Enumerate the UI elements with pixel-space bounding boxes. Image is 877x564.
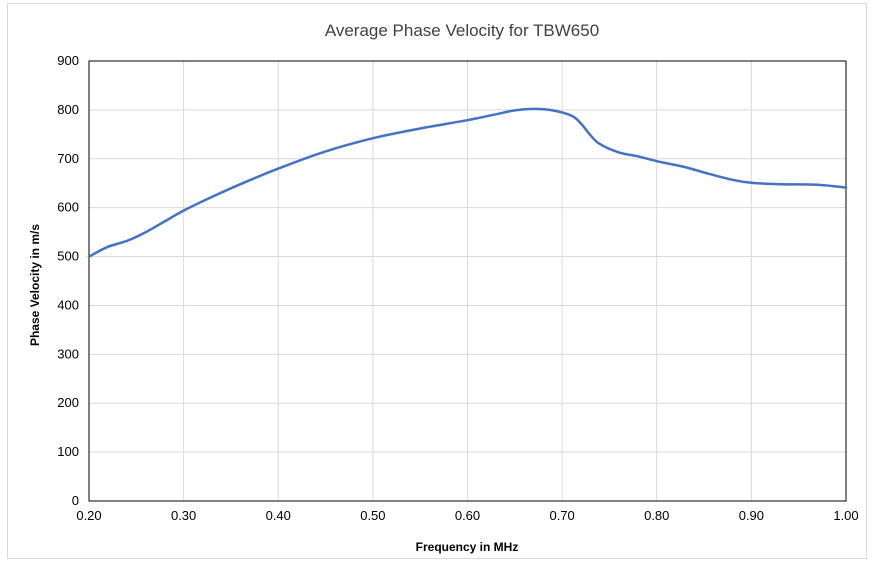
y-tick-label: 400 bbox=[57, 297, 79, 312]
y-tick-label: 800 bbox=[57, 102, 79, 117]
y-axis-label: Phase Velocity in m/s bbox=[28, 224, 42, 346]
y-tick-label: 500 bbox=[57, 249, 79, 264]
y-tick-label: 700 bbox=[57, 151, 79, 166]
x-axis-ticks: 0.20 0.30 0.40 0.50 0.60 0.70 0.80 0.90 1.00 bbox=[76, 508, 858, 523]
y-tick-label: 0 bbox=[72, 493, 79, 508]
x-axis-label: Frequency in MHz bbox=[416, 540, 519, 554]
x-tick-label: 0.70 bbox=[549, 508, 574, 523]
x-tick-label: 0.90 bbox=[739, 508, 764, 523]
chart-area bbox=[7, 3, 867, 559]
series-layer bbox=[87, 107, 848, 258]
series-line bbox=[87, 107, 848, 258]
y-tick-label: 200 bbox=[57, 395, 79, 410]
y-tick-label: 300 bbox=[57, 346, 79, 361]
x-tick-label: 0.80 bbox=[644, 508, 669, 523]
y-tick-label: 900 bbox=[57, 53, 79, 68]
x-tick-label: 0.20 bbox=[76, 508, 101, 523]
x-tick-label: 0.50 bbox=[360, 508, 385, 523]
plot-area bbox=[88, 60, 847, 502]
x-tick-label: 0.60 bbox=[455, 508, 480, 523]
y-axis-ticks: 0 100 200 300 400 500 600 700 800 900 bbox=[57, 53, 79, 508]
y-tick-label: 100 bbox=[57, 444, 79, 459]
chart-title: Average Phase Velocity for TBW650 bbox=[325, 21, 599, 40]
y-tick-label: 600 bbox=[57, 200, 79, 215]
gridlines bbox=[88, 60, 847, 502]
x-tick-label: 0.30 bbox=[171, 508, 196, 523]
x-tick-label: 1.00 bbox=[833, 508, 858, 523]
x-tick-label: 0.40 bbox=[266, 508, 291, 523]
